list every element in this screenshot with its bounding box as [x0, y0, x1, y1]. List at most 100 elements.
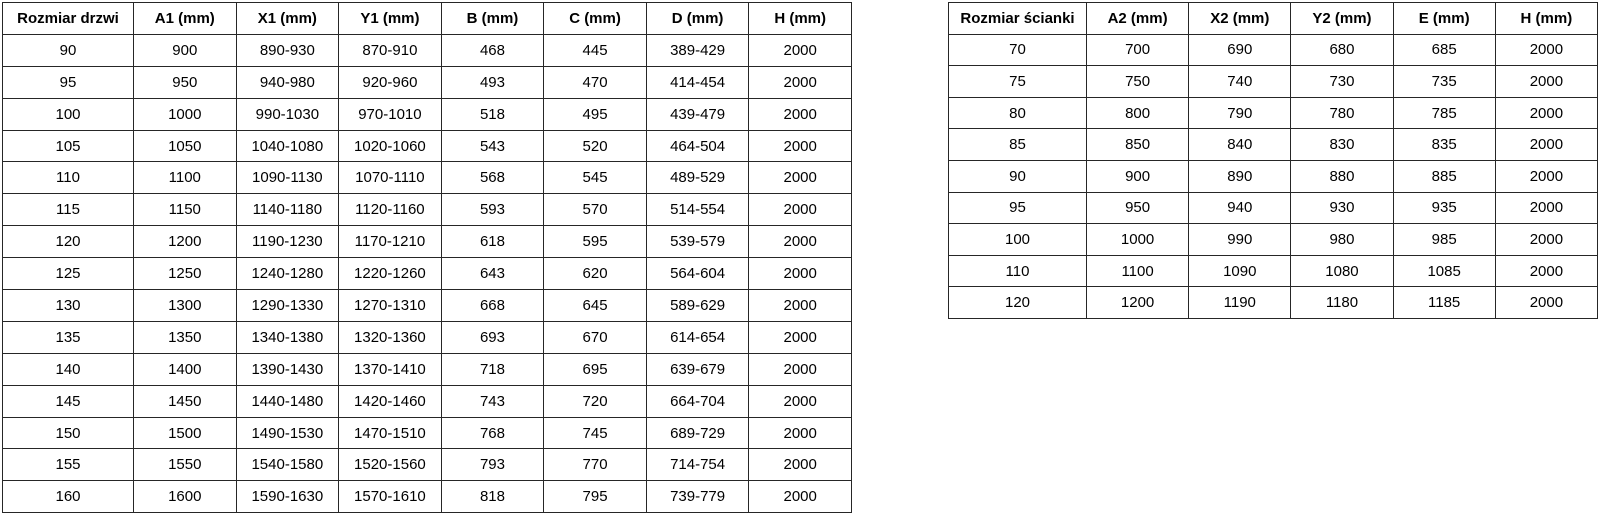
table-cell: 1500	[133, 416, 237, 450]
table-cell: 990-1030	[235, 97, 340, 131]
table-cell: 745	[543, 416, 647, 450]
table-cell: 1240-1280	[235, 257, 340, 291]
table-cell: 115	[2, 193, 134, 227]
column-header: B (mm)	[440, 2, 545, 35]
table-cell: 714-754	[645, 448, 750, 482]
column-header: X2 (mm)	[1188, 2, 1292, 35]
table-cell: 689-729	[645, 416, 750, 450]
table-cell: 890	[1188, 159, 1292, 193]
table-cell: 1300	[133, 289, 237, 322]
table-cell: 880	[1290, 159, 1394, 193]
table-row: 75 750 740 730 735 2000	[948, 65, 1599, 98]
table-cell: 2000	[748, 161, 852, 195]
table-cell: 489-529	[645, 161, 750, 195]
table-cell: 614-654	[645, 320, 750, 354]
table-cell: 80	[948, 96, 1087, 130]
table-cell: 2000	[1494, 96, 1599, 130]
table-cell: 940-980	[235, 65, 340, 99]
table-cell: 75	[948, 65, 1087, 98]
table-cell: 1590-1630	[235, 480, 340, 514]
table-cell: 1390-1430	[235, 352, 340, 386]
table-cell: 468	[440, 33, 545, 67]
table-cell: 593	[440, 193, 545, 227]
table-cell: 935	[1392, 191, 1496, 225]
table-cell: 135	[2, 320, 134, 354]
table-cell: 1550	[133, 448, 237, 482]
table-cell: 439-479	[645, 97, 750, 131]
table-cell: 720	[543, 384, 647, 418]
table-cell: 595	[543, 225, 647, 259]
table-cell: 785	[1392, 96, 1496, 130]
column-header: Y1 (mm)	[338, 2, 442, 35]
table-row: 90 900 890-930 870-910 468 445 389-429 2000	[2, 33, 852, 67]
table-cell: 870-910	[338, 33, 442, 67]
table-cell: 950	[1085, 191, 1190, 225]
table-cell: 1520-1560	[338, 448, 442, 482]
table-row: 90 900 890 880 885 2000	[948, 159, 1599, 193]
table-cell: 885	[1392, 159, 1496, 193]
table-cell: 568	[440, 161, 545, 195]
table-cell: 985	[1392, 223, 1496, 256]
column-header: H (mm)	[1494, 2, 1599, 35]
table-row: 80 800 790 780 785 2000	[948, 96, 1599, 130]
table-cell: 840	[1188, 128, 1292, 161]
table-cell: 2000	[748, 193, 852, 227]
table-cell: 1320-1360	[338, 320, 442, 354]
table-cell: 685	[1392, 33, 1496, 67]
table-row: 95 950 940 930 935 2000	[948, 191, 1599, 225]
table-cell: 1190-1230	[235, 225, 340, 259]
header-row: Rozmiar ścianki A2 (mm) X2 (mm) Y2 (mm) E (m…	[948, 2, 1599, 35]
table-cell: 2000	[1494, 286, 1599, 319]
table-cell: 740	[1188, 65, 1292, 98]
table-cell: 1140-1180	[235, 193, 340, 227]
table-cell: 1180	[1290, 286, 1394, 319]
table-cell: 795	[543, 480, 647, 514]
table-cell: 770	[543, 448, 647, 482]
table-cell: 100	[2, 97, 134, 131]
table-cell: 735	[1392, 65, 1496, 98]
table-cell: 1470-1510	[338, 416, 442, 450]
table-cell: 2000	[1494, 128, 1599, 161]
table-cell: 389-429	[645, 33, 750, 67]
table-cell: 105	[2, 129, 134, 163]
table-cell: 2000	[748, 416, 852, 450]
table-cell: 1370-1410	[338, 352, 442, 386]
table-row: 105 1050 1040-1080 1020-1060 543 520 464-504 20…	[2, 129, 852, 163]
table-cell: 514-554	[645, 193, 750, 227]
table-cell: 414-454	[645, 65, 750, 99]
table-cell: 900	[1085, 159, 1190, 193]
table-cell: 618	[440, 225, 545, 259]
table-cell: 980	[1290, 223, 1394, 256]
table-cell: 2000	[748, 65, 852, 99]
table-cell: 90	[948, 159, 1087, 193]
table-cell: 518	[440, 97, 545, 131]
table-row: 135 1350 1340-1380 1320-1360 693 670 614-654 20…	[2, 320, 852, 354]
table-cell: 1090	[1188, 254, 1292, 288]
table-cell: 1000	[133, 97, 237, 131]
table-cell: 970-1010	[338, 97, 442, 131]
table-cell: 900	[133, 33, 237, 67]
table-cell: 1490-1530	[235, 416, 340, 450]
table-cell: 1085	[1392, 254, 1496, 288]
table-cell: 990	[1188, 223, 1292, 256]
table-cell: 718	[440, 352, 545, 386]
table-cell: 1250	[133, 257, 237, 291]
table-cell: 2000	[1494, 223, 1599, 256]
table-cell: 790	[1188, 96, 1292, 130]
table-cell: 2000	[748, 129, 852, 163]
table-cell: 1270-1310	[338, 289, 442, 322]
column-header: D (mm)	[645, 2, 750, 35]
table-row: 115 1150 1140-1180 1120-1160 593 570 514-554 20…	[2, 193, 852, 227]
table-cell: 589-629	[645, 289, 750, 322]
table-cell: 2000	[748, 352, 852, 386]
table-row: 120 1200 1190-1230 1170-1210 618 595 539-579 20…	[2, 225, 852, 259]
table-cell: 95	[2, 65, 134, 99]
table-cell: 645	[543, 289, 647, 322]
table-cell: 695	[543, 352, 647, 386]
table-cell: 1420-1460	[338, 384, 442, 418]
table-cell: 2000	[748, 480, 852, 514]
table-cell: 780	[1290, 96, 1394, 130]
table-cell: 2000	[748, 289, 852, 322]
table-cell: 100	[948, 223, 1087, 256]
table-cell: 940	[1188, 191, 1292, 225]
